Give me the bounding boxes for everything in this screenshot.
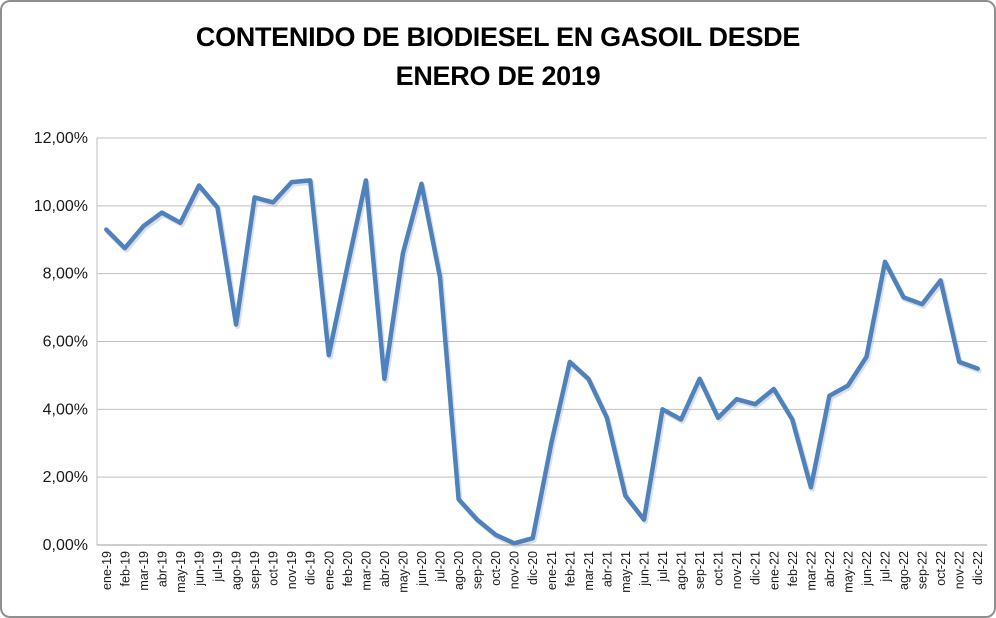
biodiesel-series-line — [104, 178, 980, 546]
x-axis-label: nov-20 — [508, 551, 522, 589]
x-axis-label: ago-19 — [230, 551, 244, 590]
x-axis-label: ago-20 — [452, 551, 466, 590]
y-axis-label: 12,00% — [34, 130, 88, 147]
x-axis-label: oct-22 — [934, 551, 948, 586]
x-axis-label: ene-21 — [545, 551, 559, 590]
chart-title-line1: CONTENIDO DE BIODIESEL EN GASOIL DESDE — [195, 22, 801, 52]
x-axis-label: jun-21 — [637, 551, 651, 587]
y-axis-label: 0,00% — [43, 537, 88, 554]
y-axis-label: 6,00% — [43, 334, 88, 351]
y-axis-label: 10,00% — [34, 198, 88, 215]
y-axis-label: 8,00% — [43, 266, 88, 283]
x-axis-label: jul-20 — [434, 551, 448, 583]
x-axis-label: feb-19 — [118, 551, 132, 586]
x-axis-label: oct-21 — [712, 551, 726, 586]
x-axis-label: jul-22 — [879, 551, 893, 583]
x-axis-label: jun-22 — [860, 551, 874, 587]
x-axis-label: mar-20 — [359, 551, 373, 591]
x-axis-label: abr-21 — [600, 551, 614, 587]
x-axis-label: sep-20 — [471, 551, 485, 589]
x-axis-label: ene-20 — [322, 551, 336, 590]
x-axis-label: ago-22 — [897, 551, 911, 590]
x-axis-label: ene-22 — [767, 551, 781, 590]
chart-title: CONTENIDO DE BIODIESEL EN GASOIL DESDE E… — [2, 18, 994, 96]
x-axis-label: abr-19 — [155, 551, 169, 587]
x-axis-label: dic-21 — [749, 551, 763, 585]
y-axis-label: 2,00% — [43, 469, 88, 486]
x-axis-label: mar-19 — [137, 551, 151, 591]
x-axis-label: ago-21 — [675, 551, 689, 590]
x-axis-label: jun-20 — [415, 551, 429, 587]
x-axis-label: mar-22 — [804, 551, 818, 591]
x-axis-label: nov-22 — [953, 551, 967, 589]
x-axis-label: dic-20 — [526, 551, 540, 585]
x-axis-label: may-21 — [619, 551, 633, 593]
x-axis-label: mar-21 — [582, 551, 596, 591]
x-axis-label: nov-21 — [730, 551, 744, 589]
x-axis-label: abr-22 — [823, 551, 837, 587]
x-axis-label: feb-21 — [563, 551, 577, 586]
x-axis-label: jun-19 — [192, 551, 206, 587]
x-axis-label: nov-19 — [285, 551, 299, 589]
x-axis-label: sep-19 — [248, 551, 262, 589]
x-axis-label: dic-19 — [304, 551, 318, 585]
x-axis-label: may-22 — [841, 551, 855, 593]
y-axis-label: 4,00% — [43, 401, 88, 418]
x-axis-label: feb-20 — [341, 551, 355, 586]
x-axis-label: oct-19 — [267, 551, 281, 586]
x-axis-label: dic-22 — [971, 551, 985, 585]
x-axis-label: sep-22 — [916, 551, 930, 589]
chart-title-line2: ENERO DE 2019 — [395, 61, 601, 91]
x-axis-label: feb-22 — [786, 551, 800, 586]
x-axis-label: jul-21 — [656, 551, 670, 583]
x-axis-label: sep-21 — [693, 551, 707, 589]
x-axis-label: oct-20 — [489, 551, 503, 586]
x-axis-label: may-19 — [174, 551, 188, 593]
x-axis-label: ene-19 — [100, 551, 114, 590]
x-axis-label: may-20 — [396, 551, 410, 593]
x-axis-label: abr-20 — [378, 551, 392, 587]
x-axis-label: jul-19 — [211, 551, 225, 583]
